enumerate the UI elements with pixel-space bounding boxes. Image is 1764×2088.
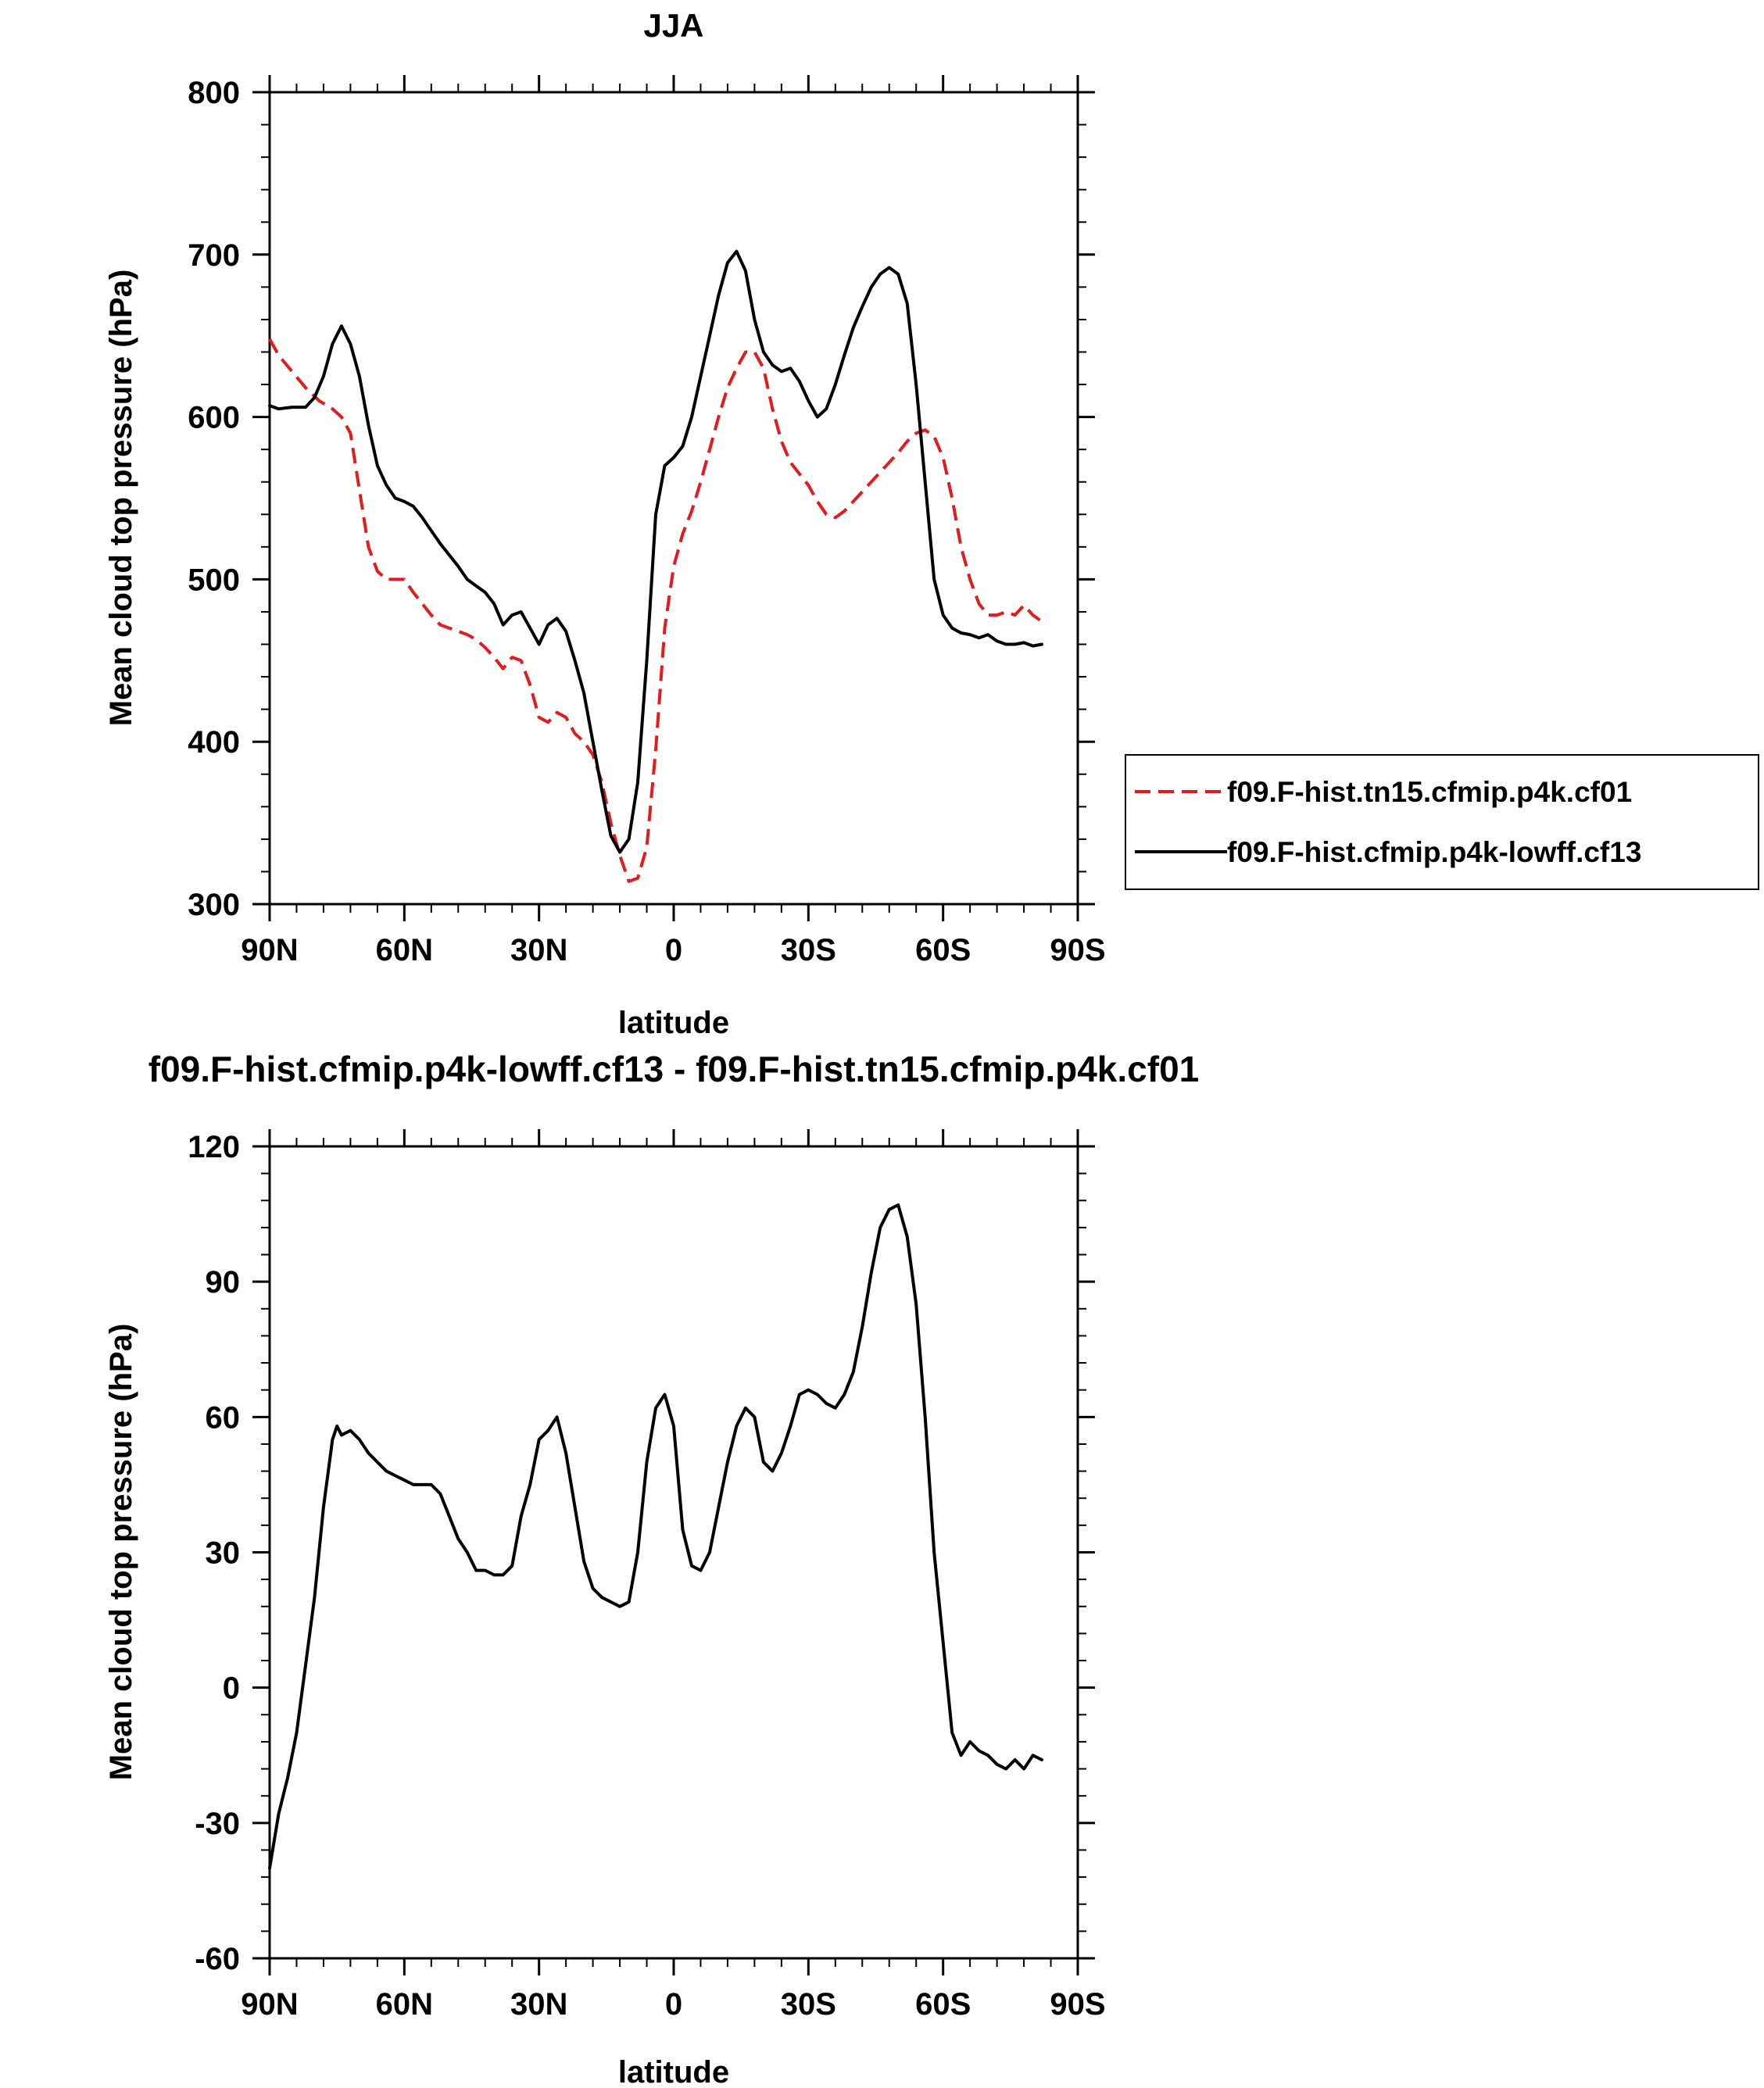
bottom-series — [268, 1203, 1043, 1870]
bottom-x-axis-label: latitude — [618, 2055, 729, 2088]
bottom-y-tick-label: 90 — [206, 1265, 241, 1300]
top-series — [268, 249, 1043, 883]
bottom-axes: 90N 60N 30N 0 30S 60S 90S -60 -30 0 30 60 90 120 — [188, 1129, 1106, 2022]
top-chart-title: JJA — [643, 7, 703, 44]
top-x-tick-label: 90S — [1050, 933, 1105, 967]
bottom-x-tick-label: 90N — [241, 1987, 298, 2022]
top-series-line-red-dashed — [268, 338, 1043, 883]
top-y-axis-label: Mean cloud top pressure (hPa) — [104, 270, 138, 727]
top-y-tick-label: 700 — [188, 238, 240, 273]
top-x-tick-label: 30S — [781, 933, 836, 967]
top-axes: 90N 60N 30N 0 30S 60S 90S 300 400 500 600 700 800 — [188, 75, 1106, 967]
bottom-chart: f09.F-hist.cfmip.p4k-lowff.cf13 - f09.F-… — [104, 1049, 1199, 2088]
top-x-tick-label: 60S — [915, 933, 971, 967]
legend: f09.F-hist.tn15.cfmip.p4k.cf01 f09.F-his… — [1125, 754, 1759, 890]
top-plot-frame — [268, 91, 1079, 906]
legend-label-black: f09.F-hist.cfmip.p4k-lowff.cf13 — [1227, 836, 1641, 868]
bottom-y-tick-label: 120 — [188, 1130, 240, 1164]
top-x-tick-label: 60N — [376, 933, 433, 967]
top-y-tick-label: 600 — [188, 401, 240, 435]
top-y-tick-label: 500 — [188, 563, 240, 597]
bottom-x-tick-label: 90S — [1050, 1987, 1105, 2022]
legend-box — [1125, 754, 1759, 890]
top-x-tick-label: 90N — [241, 933, 298, 967]
bottom-plot-frame — [268, 1145, 1079, 1960]
bottom-chart-title: f09.F-hist.cfmip.p4k-lowff.cf13 - f09.F-… — [148, 1049, 1200, 1089]
bottom-y-axis-label: Mean cloud top pressure (hPa) — [104, 1324, 138, 1781]
top-x-tick-label: 30N — [510, 933, 567, 967]
bottom-x-tick-label: 0 — [665, 1987, 682, 2022]
bottom-y-tick-label: -30 — [195, 1807, 240, 1841]
bottom-x-tick-label: 30S — [781, 1987, 836, 2022]
bottom-series-line-black-solid — [268, 1203, 1043, 1870]
top-y-tick-label: 400 — [188, 725, 240, 760]
bottom-y-tick-label: 30 — [206, 1536, 241, 1571]
top-x-tick-label: 0 — [665, 933, 682, 967]
bottom-y-tick-label: 60 — [206, 1400, 241, 1435]
bottom-y-tick-label: 0 — [223, 1671, 240, 1706]
bottom-x-tick-label: 30N — [510, 1987, 567, 2022]
top-y-tick-label: 800 — [188, 76, 240, 110]
bottom-x-tick-label: 60N — [376, 1987, 433, 2022]
top-y-tick-label: 300 — [188, 888, 240, 922]
top-x-axis-label: latitude — [618, 1006, 729, 1040]
bottom-x-tick-label: 60S — [915, 1987, 971, 2022]
top-chart: JJA 90N 60N 30N 0 30S 60S 90S 300 400 500 600 700 80… — [104, 7, 1106, 1040]
top-series-line-black-solid — [268, 249, 1043, 854]
bottom-y-tick-label: -60 — [195, 1942, 240, 1976]
legend-label-red: f09.F-hist.tn15.cfmip.p4k.cf01 — [1227, 776, 1632, 808]
